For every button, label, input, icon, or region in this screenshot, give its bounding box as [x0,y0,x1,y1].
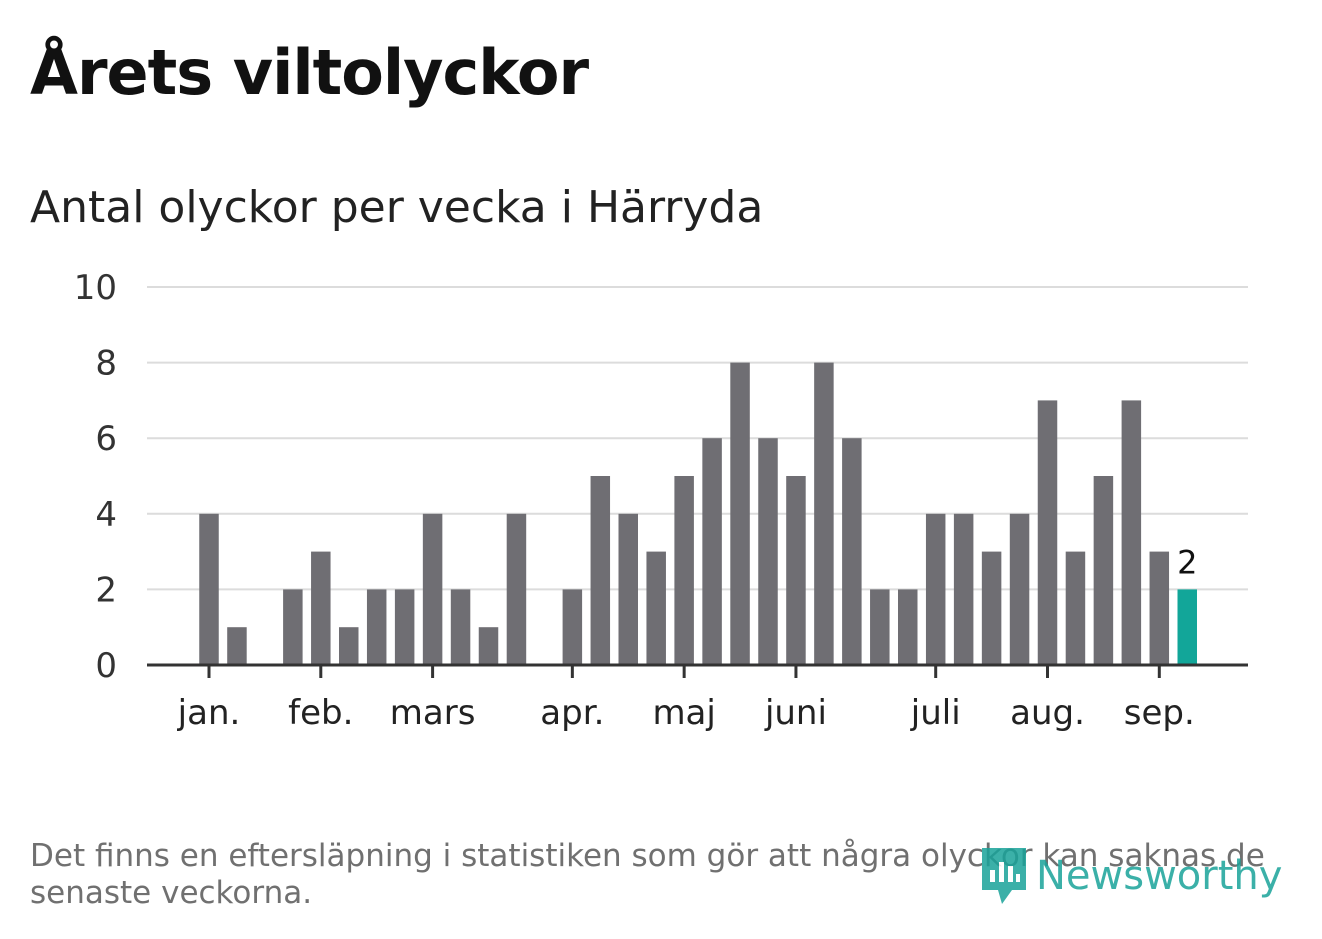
bar [478,627,499,665]
x-tick-label: juli [910,693,961,733]
bar [870,589,890,665]
x-tick-label: jan. [177,693,241,733]
newsworthy-logo-icon [982,848,1026,904]
x-tick-label: mars [390,693,476,733]
y-tick-label: 10 [74,268,117,308]
bar [674,476,694,665]
y-tick-label: 8 [95,344,117,384]
newsworthy-logo: Newsworthy [980,846,1282,906]
bar [562,589,583,665]
bar [814,362,834,665]
bar [646,551,666,665]
y-tick-label: 2 [95,570,117,610]
y-axis-tick-labels: 0 2 4 6 8 10 [74,268,117,686]
bar [1065,551,1086,665]
footnote: Det finns en eftersläpning i statistiken… [30,838,1265,911]
highlight-data-label: 2 [1177,543,1197,581]
bar [1037,400,1058,665]
bar [1149,551,1170,665]
bar [311,551,331,665]
bar [1093,476,1114,665]
bar [758,438,778,665]
x-tick-label: feb. [288,693,353,733]
bar-highlight [1177,589,1197,665]
x-tick-label: maj [652,693,715,733]
chart-title: Årets viltolyckor [30,36,589,109]
x-axis [147,663,1248,678]
bar [618,513,638,665]
bar [953,513,974,665]
bar [199,513,219,665]
x-tick-label: apr. [540,693,604,733]
gridlines [147,286,1248,591]
bar [366,589,387,665]
y-tick-label: 4 [95,495,117,535]
bar [925,513,946,665]
bar [730,362,750,665]
y-tick-label: 0 [95,646,117,686]
x-tick-label: aug. [1010,693,1085,733]
bar [394,589,415,665]
bars [199,362,1197,665]
bar [1121,400,1142,665]
bar [506,513,527,665]
bar [1009,513,1030,665]
bar [227,627,247,665]
bar [422,513,443,665]
bar [450,589,471,665]
bar [786,476,806,665]
x-tick-label: sep. [1124,693,1195,733]
bar [590,476,611,665]
y-tick-label: 6 [95,419,117,459]
x-tick-label: juni [764,693,827,733]
x-axis-tick-labels: jan. feb. mars apr. maj juni juli aug. sep. [177,693,1195,733]
bar [842,438,862,665]
bar [898,589,918,665]
bar [339,627,359,665]
data-labels: 2 [1177,543,1197,581]
chart-subtitle: Antal olyckor per vecka i Härryda [30,182,764,233]
bar-chart: 0 2 4 6 8 10 jan. feb. mars apr. maj juni juli aug. s… [74,268,1248,733]
bar [283,589,303,665]
newsworthy-logo-text: Newsworthy [1036,853,1283,899]
bar [702,438,722,665]
bar [981,551,1002,665]
